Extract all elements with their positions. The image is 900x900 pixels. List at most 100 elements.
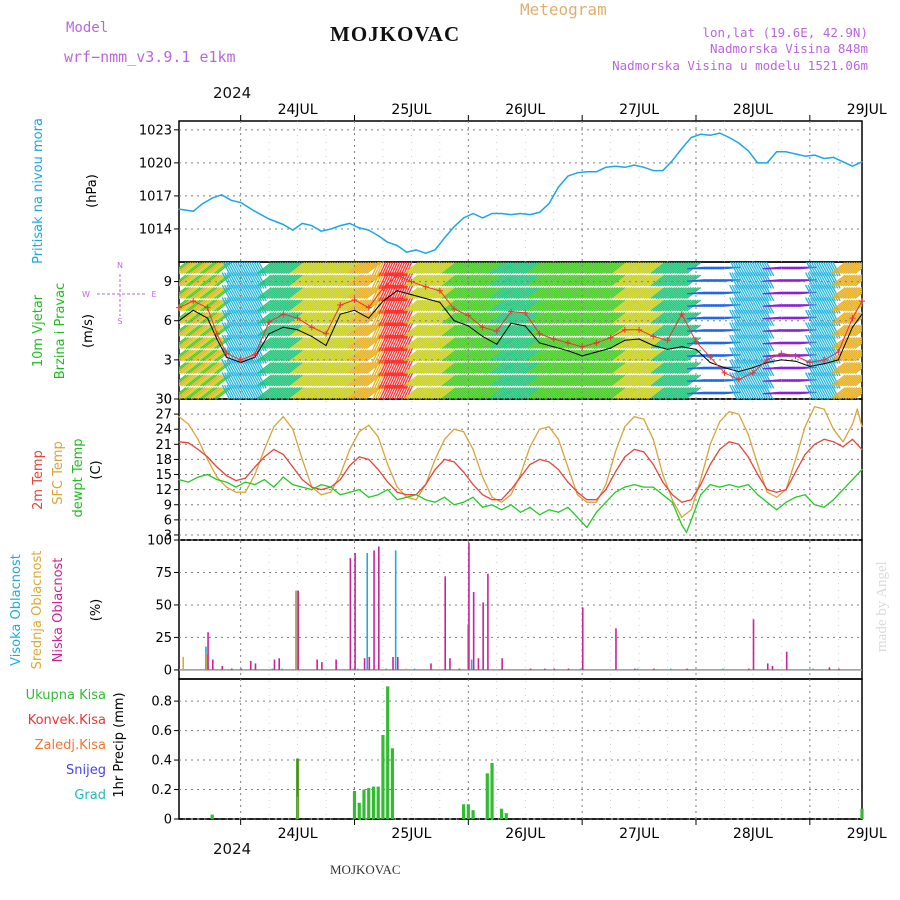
sfc-temp-line-point-9 (263, 448, 265, 450)
cloud-bar-2-20 (396, 656, 399, 670)
dewpt-line-point-62 (757, 494, 759, 496)
wind-barb-840 (351, 311, 367, 325)
wind-barb-252 (226, 384, 236, 399)
wind-barb-763 (335, 311, 351, 325)
wind-barb-1309 (453, 262, 469, 275)
wind-barb-1594 (513, 386, 528, 399)
wind-barb-523 (282, 336, 298, 350)
wind-ylabel: 10m Vjetar (31, 294, 46, 367)
wind-barb-2254 (655, 386, 671, 399)
wind-barb-2035 (610, 262, 626, 275)
wind-barb-117 (195, 349, 211, 362)
wind-barb-2100 (622, 386, 638, 399)
wind-barb-705 (323, 274, 339, 287)
wind-barb-694 (320, 274, 336, 287)
wind-barb-772 (337, 286, 353, 300)
wind-barb-1719 (541, 299, 557, 312)
cloud-bar-2-32 (544, 668, 546, 670)
wind-barb-2039 (610, 311, 626, 325)
dewpt-line-point-10 (273, 486, 275, 488)
wind-barb-2034 (607, 386, 623, 399)
wind-barb-1990 (598, 386, 614, 399)
wind-barb-2127 (629, 311, 645, 325)
wind-barb-1553 (505, 286, 521, 300)
wind-barb-97 (190, 374, 206, 387)
wind-barb-139 (199, 349, 215, 362)
wind-barb-417 (259, 386, 275, 399)
dewpt-line-point-16 (330, 486, 332, 488)
wind-barb-1463 (486, 262, 502, 275)
wind-barb-673 (316, 286, 332, 300)
wind-barb-405 (256, 374, 272, 387)
wind-barb-3173 (854, 329, 862, 337)
precip-ytick-label-2: 0.4 (151, 754, 172, 769)
wind-barb-1955 (591, 361, 607, 375)
wind-barb-478 (273, 324, 289, 337)
wind-barb-665 (313, 324, 329, 337)
wind-barb-1230 (434, 374, 450, 387)
wind-barb-428 (261, 386, 277, 399)
wind-barb-798 (342, 336, 358, 350)
wind-barb-3096 (837, 324, 853, 337)
wind-barb-1521 (498, 299, 514, 312)
day-label-top-4: 28JUL (733, 102, 773, 118)
wind-barb-1573 (510, 262, 526, 275)
wind-barb-611 (301, 336, 317, 350)
wind-barb-727 (328, 274, 344, 287)
wind-barb-1812 (560, 361, 576, 375)
wind-barb-1084 (403, 336, 419, 350)
wind-barb-1943 (588, 349, 604, 362)
wind-gust-marker-11 (323, 330, 330, 337)
temp-2m-line-point-56 (709, 463, 711, 466)
dewpt-line-point-35 (510, 504, 512, 506)
wind-barb-1307 (451, 374, 467, 387)
wind-barb-571 (292, 386, 308, 399)
wind-barb-2284 (662, 349, 678, 362)
wind-barb-600 (299, 336, 315, 350)
pressure-line-point-22 (406, 251, 408, 253)
wind-barb-625 (304, 374, 320, 387)
wind-barb-988 (385, 372, 395, 389)
wind-barb-2258 (657, 299, 673, 312)
wind-barb-91 (190, 299, 206, 312)
wind-barb-2098 (622, 361, 638, 375)
dewpt-line-point-57 (709, 484, 711, 486)
wind-barb-2148 (633, 299, 649, 312)
day-label-top-5: 29JUL (847, 102, 887, 118)
wind-barb-1379 (467, 311, 483, 325)
wind-barb-2088 (619, 374, 635, 387)
wind-barb-1761 (550, 274, 566, 287)
wind-barb-1987 (598, 349, 614, 362)
wind-barb-1430 (479, 262, 495, 275)
wind-barb-1051 (399, 334, 409, 352)
temp-2m-line-point-47 (624, 456, 626, 458)
wind-gust-marker-20 (451, 305, 458, 312)
wind-barb-1717 (541, 274, 557, 287)
wind-barb-2362 (679, 361, 694, 375)
wind-barb-3163 (852, 340, 862, 350)
wind-barb-690 (318, 361, 334, 375)
pressure-ytick-label-0: 1014 (139, 222, 172, 237)
wind-barb-1855 (569, 349, 585, 362)
wind-barb-512 (280, 336, 296, 350)
wind-barb-2146 (633, 274, 649, 287)
wind-barb-556 (290, 336, 306, 350)
wind-barb-2040 (610, 324, 626, 337)
pressure-line-point-39 (567, 175, 569, 177)
wind-speed-line-point-28 (567, 350, 569, 352)
wind-barb-22 (179, 262, 192, 273)
wind-barb-127 (197, 336, 213, 350)
wind-barb-1506 (494, 386, 510, 399)
wind-barb-3101 (837, 386, 853, 399)
wind-barb-498 (278, 299, 294, 312)
temp-ytick-label-2: 9 (164, 498, 172, 513)
year-label-top: 2024 (213, 84, 252, 102)
wind-barb-2568 (722, 329, 741, 332)
wind-gust-marker-1 (190, 298, 197, 305)
wind-barb-1154 (418, 386, 434, 399)
wind-barb-1670 (529, 374, 545, 387)
wind-barb-843 (351, 349, 367, 362)
wind-barb-1529 (501, 262, 517, 275)
dewpt-line-point-17 (339, 494, 341, 496)
wind-barb-653 (311, 311, 327, 325)
